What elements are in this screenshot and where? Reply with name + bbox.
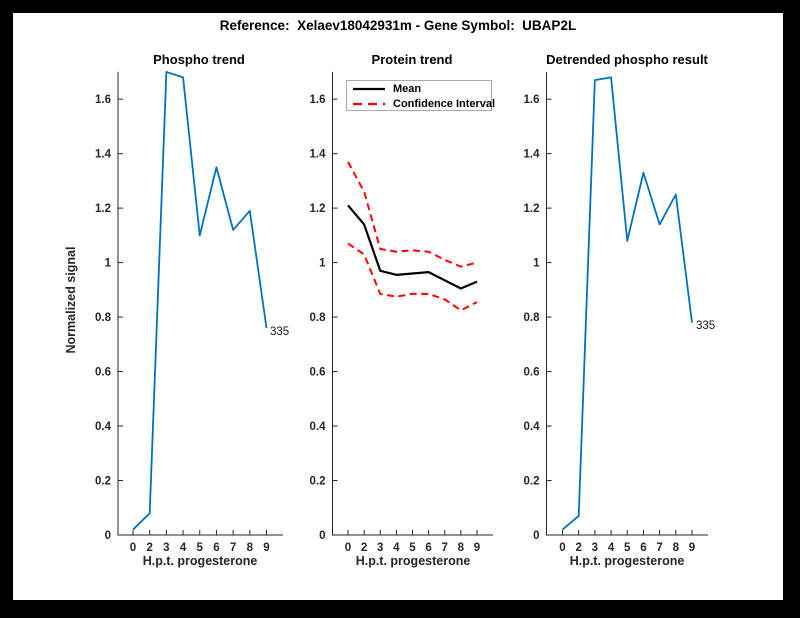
- y-tick-label: 0.8: [310, 312, 327, 324]
- subplot3-xlabel: H.p.t. progesterone: [569, 554, 685, 568]
- x-tick-label: 2: [146, 542, 152, 554]
- x-tick-label: 6: [213, 542, 219, 554]
- x-tick-label: 2: [361, 542, 367, 554]
- series-phospho-signal: [132, 71, 268, 531]
- x-tick-label: 9: [263, 542, 269, 554]
- subplot3-title: Detrended phospho result: [546, 52, 708, 67]
- series-confidence-interval-upper: [347, 161, 478, 268]
- subplot3-endpoint-label: 335: [696, 320, 716, 332]
- y-tick-label: 0.2: [95, 476, 111, 488]
- y-tick-label: 0.6: [95, 367, 111, 379]
- x-tick-label: 0: [130, 542, 136, 554]
- subplot2-xlabel: H.p.t. progesterone: [355, 554, 471, 568]
- x-tick-label: 4: [180, 542, 187, 554]
- x-tick-label: 2: [575, 542, 581, 554]
- x-tick-label: 8: [247, 542, 254, 554]
- legend-entry-confidence-interval: Confidence Interval: [347, 97, 495, 111]
- y-tick-label: 0: [533, 530, 539, 542]
- x-tick-label: 7: [656, 542, 662, 554]
- x-tick-label: 0: [559, 542, 565, 554]
- y-tick-label: 0.4: [524, 421, 541, 433]
- x-tick-label: 8: [458, 542, 465, 554]
- legend-label-confidence-interval: Confidence Interval: [393, 98, 496, 110]
- y-tick-label: 1: [319, 258, 326, 270]
- x-tick-label: 9: [689, 542, 695, 554]
- subplot1-title: Phospho trend: [153, 52, 245, 67]
- y-tick-label: 0.4: [310, 421, 327, 433]
- plots-svg-layer: 00.20.40.60.811.21.41.60 2 3 4 5 6 7 8 900.20.40…: [95, 71, 708, 554]
- series-mean: [347, 204, 478, 290]
- legend-box: Mean Confidence Interval: [346, 80, 495, 111]
- x-tick-label: 4: [393, 542, 400, 554]
- y-tick-label: 0.8: [524, 312, 541, 324]
- x-tick-label: 5: [197, 542, 204, 554]
- y-tick-label: 1: [533, 258, 540, 270]
- x-tick-label: 8: [673, 542, 680, 554]
- y-tick-label: 0.2: [310, 476, 326, 488]
- y-tick-label: 0.4: [95, 421, 112, 433]
- y-tick-label: 0.6: [310, 367, 326, 379]
- y-tick-label: 1.2: [95, 203, 111, 215]
- y-tick-label: 1: [105, 258, 112, 270]
- x-tick-label: 7: [442, 542, 448, 554]
- x-tick-label: 5: [409, 542, 416, 554]
- x-tick-label: 3: [163, 542, 169, 554]
- y-tick-label: 0.8: [95, 312, 112, 324]
- x-tick-label: 3: [592, 542, 598, 554]
- subplot1-ylabel: Normalized signal: [64, 246, 78, 354]
- mean-line-sample-icon: [353, 87, 385, 91]
- y-tick-label: 1.6: [95, 94, 111, 106]
- subplot1-xlabel: H.p.t. progesterone: [142, 554, 258, 568]
- legend-entry-mean: Mean: [347, 82, 491, 96]
- x-tick-label: 7: [230, 542, 236, 554]
- y-tick-label: 0: [319, 530, 325, 542]
- y-tick-label: 1.6: [524, 94, 540, 106]
- axis-spines: [332, 71, 493, 536]
- series-detrended-phospho-signal: [561, 76, 693, 531]
- series-confidence-interval-lower: [347, 242, 478, 312]
- subplot1-endpoint-label: 335: [270, 326, 290, 338]
- ci-dashed-line-sample-icon: [353, 102, 385, 106]
- subplot2-title: Protein trend: [371, 52, 453, 67]
- y-tick-label: 0: [105, 530, 111, 542]
- x-tick-label: 9: [474, 542, 480, 554]
- y-tick-label: 0.2: [524, 476, 540, 488]
- y-tick-label: 1.4: [524, 149, 541, 161]
- x-tick-label: 3: [377, 542, 383, 554]
- y-tick-label: 0.6: [524, 367, 540, 379]
- y-tick-label: 1.6: [310, 94, 326, 106]
- y-tick-label: 1.2: [524, 203, 540, 215]
- x-tick-label: 6: [425, 542, 431, 554]
- x-tick-label: 4: [608, 542, 615, 554]
- y-tick-label: 1.4: [95, 149, 112, 161]
- y-tick-label: 1.4: [310, 149, 327, 161]
- axis-spines: [546, 71, 708, 536]
- y-tick-label: 1.2: [310, 203, 326, 215]
- axis-spines: [117, 71, 283, 536]
- figure-title: Reference: Xelaev18042931m - Gene Symbol…: [219, 18, 577, 33]
- legend-label-mean: Mean: [393, 83, 422, 95]
- x-tick-label: 5: [624, 542, 631, 554]
- x-tick-label: 6: [640, 542, 646, 554]
- x-tick-label: 0: [345, 542, 351, 554]
- figure-canvas: Reference: Xelaev18042931m - Gene Symbol…: [13, 13, 783, 600]
